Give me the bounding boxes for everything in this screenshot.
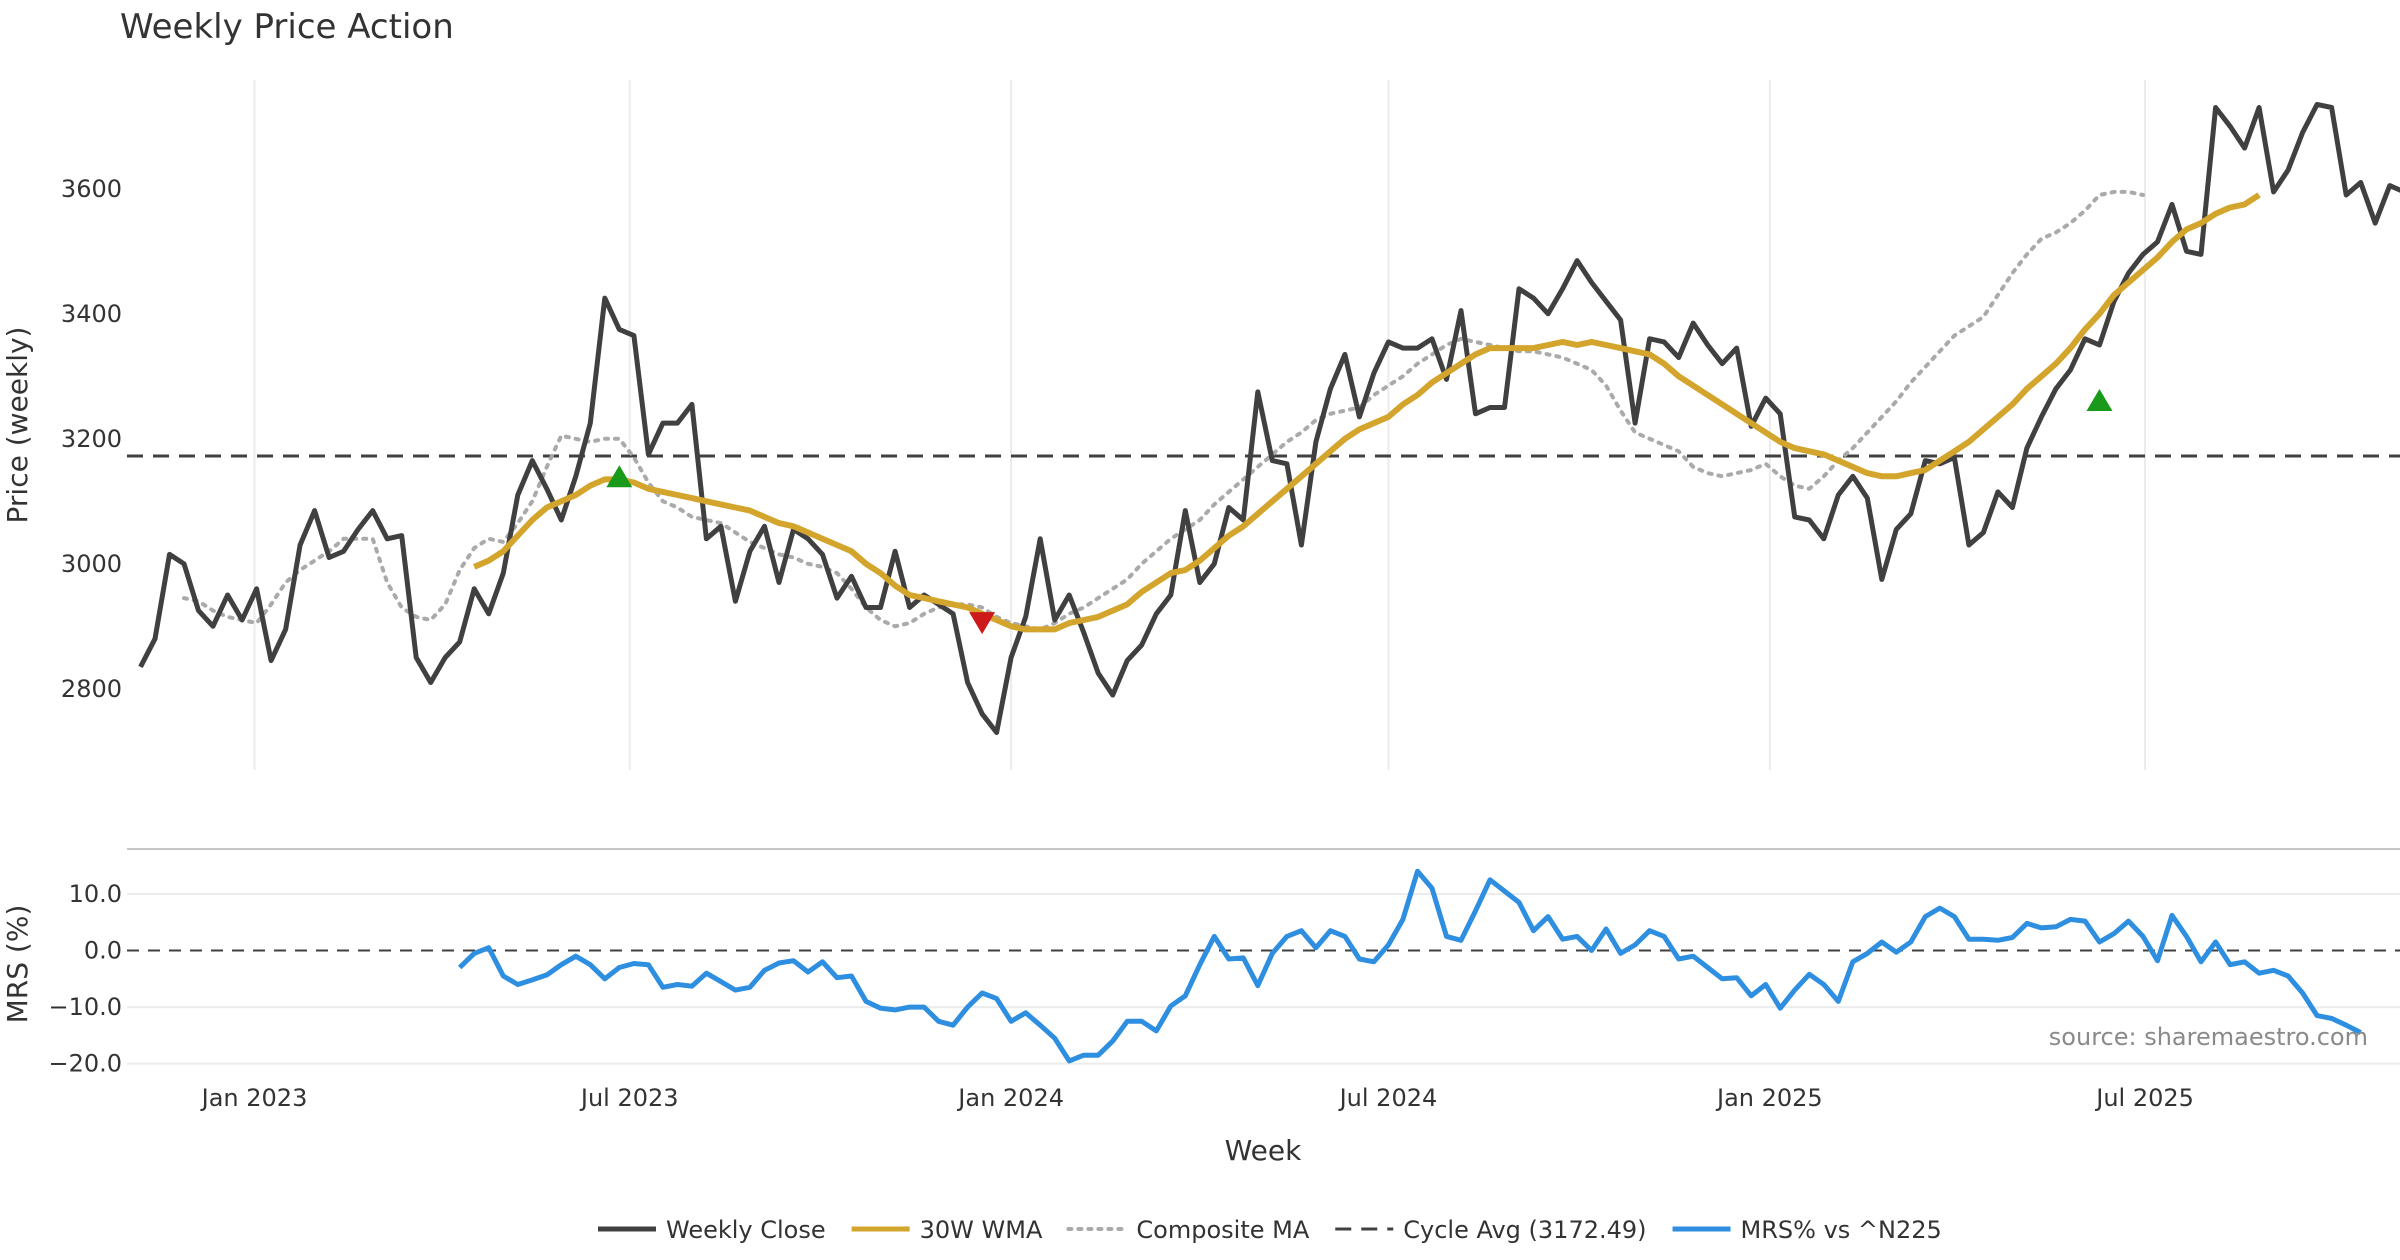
x-tick-label: Jul 2024: [1338, 1084, 1438, 1112]
price-y-tick-label: 3200: [61, 425, 122, 453]
legend-label: MRS% vs ^N225: [1741, 1216, 1942, 1244]
mrs-y-tick-label: −10.0: [48, 993, 122, 1021]
price-y-axis-label: Price (weekly): [1, 327, 34, 524]
price-y-tick-label: 2800: [61, 675, 122, 703]
mrs-y-tick-label: −20.0: [48, 1050, 122, 1078]
x-axis-ticks: Jan 2023 Jul 2023 Jan 2024 Jul 2024 Jan 2025…: [200, 1084, 2194, 1112]
price-y-tick-label: 3000: [61, 550, 122, 578]
mrs-gridlines: [127, 892, 2400, 1065]
mrs-y-axis-label: MRS (%): [1, 905, 34, 1024]
legend-label: Weekly Close: [666, 1216, 826, 1244]
buy-signal-marker: [606, 465, 633, 488]
mrs-y-tick-label: 10.0: [69, 880, 122, 908]
weekly-close-line: [138, 101, 2400, 735]
price-y-tick-label: 3600: [61, 175, 122, 203]
x-tick-label: Jul 2023: [579, 1084, 679, 1112]
x-tick-label: Jul 2025: [2094, 1084, 2194, 1112]
legend-label: Cycle Avg (3172.49): [1403, 1216, 1646, 1244]
x-tick-label: Jan 2023: [200, 1084, 308, 1112]
x-axis-label: Week: [1225, 1134, 1302, 1167]
mrs-y-ticks: 10.0 0.0 −10.0 −20.0: [48, 880, 122, 1078]
mrs-line: [457, 868, 2362, 1064]
buy-signal-marker: [2086, 389, 2113, 411]
price-y-tick-label: 3400: [61, 300, 122, 328]
sell-signal-marker: [969, 612, 996, 635]
x-tick-label: Jan 2024: [956, 1084, 1064, 1112]
chart-title: Weekly Price Action: [120, 7, 454, 47]
legend-label: Composite MA: [1136, 1216, 1309, 1244]
x-tick-label: Jan 2025: [1715, 1084, 1823, 1112]
wma-30w-line: [473, 192, 2261, 633]
composite-ma-line: [182, 189, 2145, 632]
mrs-y-tick-label: 0.0: [84, 937, 122, 965]
price-y-ticks: 2800 3000 3200 3400 3600: [61, 175, 122, 703]
signal-markers: [606, 389, 2113, 635]
source-annotation: source: sharemaestro.com: [2049, 1023, 2368, 1051]
legend-label: 30W WMA: [920, 1216, 1043, 1244]
legend: Weekly Close 30W WMA Composite MA Cycle Avg…: [598, 1216, 1942, 1244]
price-gridlines: [253, 80, 2147, 770]
